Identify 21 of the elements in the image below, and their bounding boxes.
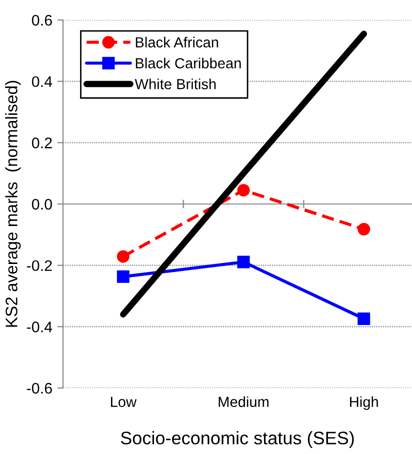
x-tick-label: High: [350, 396, 378, 410]
point: [358, 312, 370, 325]
point: [116, 250, 130, 263]
legend-label: Black Caribbean: [136, 58, 241, 68]
y-tick-label: -0.6: [26, 382, 52, 394]
y-tick-label: 0.0: [32, 198, 52, 210]
y-tick-label: -0.4: [26, 322, 52, 332]
y-tick-label: 0.2: [32, 138, 52, 148]
y-tick-label: 0.6: [32, 14, 52, 26]
x-tick-label: Low: [110, 396, 137, 408]
x-tick-label: Medium: [218, 396, 268, 408]
point: [116, 270, 130, 283]
point: [358, 222, 370, 236]
y-axis-title: KS2 average marks (normalised): [5, 80, 21, 327]
point: [237, 184, 250, 196]
y-tick-label: -0.2: [26, 260, 52, 272]
legend-label: White British: [134, 78, 216, 90]
x-axis-title: Socio-economic status (SES): [120, 431, 354, 448]
point: [237, 256, 250, 268]
y-tick-label: 0.4: [32, 76, 52, 88]
legend-label: Black African: [136, 36, 218, 48]
